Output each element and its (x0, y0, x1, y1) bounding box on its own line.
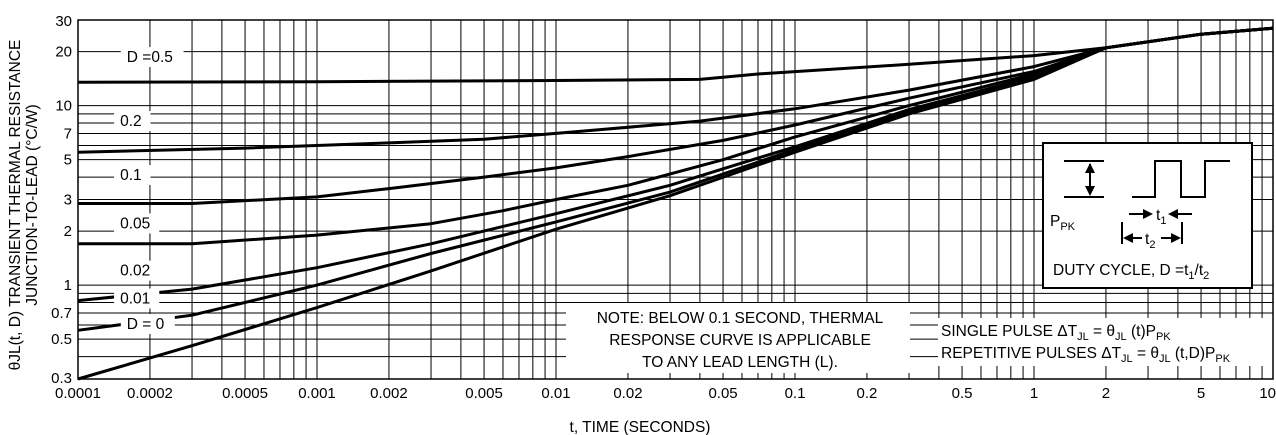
t2-arrow-right-icon (1171, 233, 1181, 243)
y-tick-label: 3 (64, 192, 72, 209)
x-tick-label: 0.1 (785, 385, 806, 402)
t1-label: t1 (1156, 207, 1166, 227)
x-tick-label: 0.05 (708, 385, 737, 402)
y-tick-label: 0.3 (51, 370, 72, 387)
ppk-label: PPK (1050, 213, 1076, 233)
note-line-1: NOTE: BELOW 0.1 SECOND, THERMAL (597, 310, 884, 327)
formula-box: SINGLE PULSE ΔTJL = θJL (t)PPK REPETITIV… (938, 318, 1274, 366)
x-tick-label: 0.001 (298, 385, 336, 402)
ppk-arrow-down-icon (1085, 186, 1095, 196)
curve-label-1: 0.2 (120, 113, 142, 130)
x-tick-label: 5 (1197, 385, 1205, 402)
y-axis-title-line-2: JUNCTION-TO-LEAD (°C/W) (24, 104, 41, 305)
y-tick-label: 0.7 (51, 305, 72, 322)
note-line-2: RESPONSE CURVE IS APPLICABLE (609, 332, 871, 349)
x-tick-label: 0.002 (370, 385, 408, 402)
x-tick-label: 0.0005 (222, 385, 268, 402)
t1-left-arrow-icon (1143, 209, 1153, 219)
curve-label-bg (114, 288, 160, 309)
duty-cycle-inset: PPK t1 t2 DUTY CYCLE, D =t1/t2 (1042, 142, 1253, 289)
curve-label-5: 0.01 (120, 291, 150, 308)
x-axis-title: t, TIME (SECONDS) (570, 419, 711, 435)
y-tick-label: 2 (64, 223, 72, 240)
repetitive-pulses-formula: REPETITIVE PULSES ΔTJL = θJL (t,D)PPK (941, 345, 1231, 365)
pulse-waveform (1132, 160, 1230, 198)
x-tick-label: 0.005 (465, 385, 503, 402)
curve-label-4: 0.02 (120, 263, 150, 280)
y-tick-label: 5 (64, 152, 72, 169)
x-tick-label: 0.0001 (55, 385, 101, 402)
x-tick-label: 0.2 (857, 385, 878, 402)
curve-label-2: 0.1 (120, 167, 142, 184)
y-tick-label: 0.5 (51, 331, 72, 348)
note-box: NOTE: BELOW 0.1 SECOND, THERMAL RESPONSE… (566, 303, 910, 373)
curve-label-0: D =0.5 (127, 49, 173, 66)
x-tick-label: 10 (1259, 385, 1276, 402)
single-pulse-formula: SINGLE PULSE ΔTJL = θJL (t)PPK (941, 323, 1171, 343)
curve-label-bg (114, 165, 151, 186)
t2-label: t2 (1145, 231, 1155, 251)
plot-frame (77, 19, 1274, 380)
y-axis-title-line-1: θJL(t, D) TRANSIENT THERMAL RESISTANCE (7, 40, 24, 371)
curve-series-0 (77, 26, 1274, 84)
curve-label-3: 0.05 (120, 215, 150, 232)
y-tick-label: 1 (64, 277, 72, 294)
curve-series-6 (77, 26, 1274, 381)
duty-cycle-label: DUTY CYCLE, D =t1/t2 (1053, 262, 1209, 282)
x-tick-label: 1 (1030, 385, 1038, 402)
curve-label-bg (120, 47, 184, 68)
note-line-3: TO ANY LEAD LENGTH (L). (642, 354, 838, 371)
x-tick-label: 0.0002 (127, 385, 173, 402)
x-tick-label: 0.02 (613, 385, 642, 402)
curve-label-bg (114, 213, 160, 234)
y-tick-label: 20 (55, 44, 72, 61)
curve-label-6: D = 0 (127, 316, 165, 333)
curve-label-group: D =0.5 0.2 0.1 0.05 0.02 0.01 D = 0 (114, 47, 184, 334)
x-tick-label: 0.01 (541, 385, 570, 402)
ppk-arrow-up-icon (1085, 163, 1095, 173)
x-tick-labels: 0.0001 0.0002 0.0005 0.001 0.002 0.005 0.01 0.0… (55, 385, 1276, 402)
curve-label-bg (114, 260, 160, 281)
t1-right-arrow-icon (1168, 209, 1178, 219)
curve-label-bg (114, 111, 151, 132)
curve-group (77, 26, 1274, 381)
y-tick-label: 10 (55, 98, 72, 115)
x-tick-label: 2 (1102, 385, 1110, 402)
t2-arrow-left-icon (1123, 233, 1133, 243)
y-tick-labels: 0.3 0.5 0.7 1 2 3 5 7 10 20 30 (51, 13, 72, 387)
y-tick-label: 7 (64, 125, 72, 142)
curve-label-bg (120, 313, 175, 334)
y-tick-label: 30 (55, 13, 72, 30)
x-tick-label: 0.5 (952, 385, 973, 402)
